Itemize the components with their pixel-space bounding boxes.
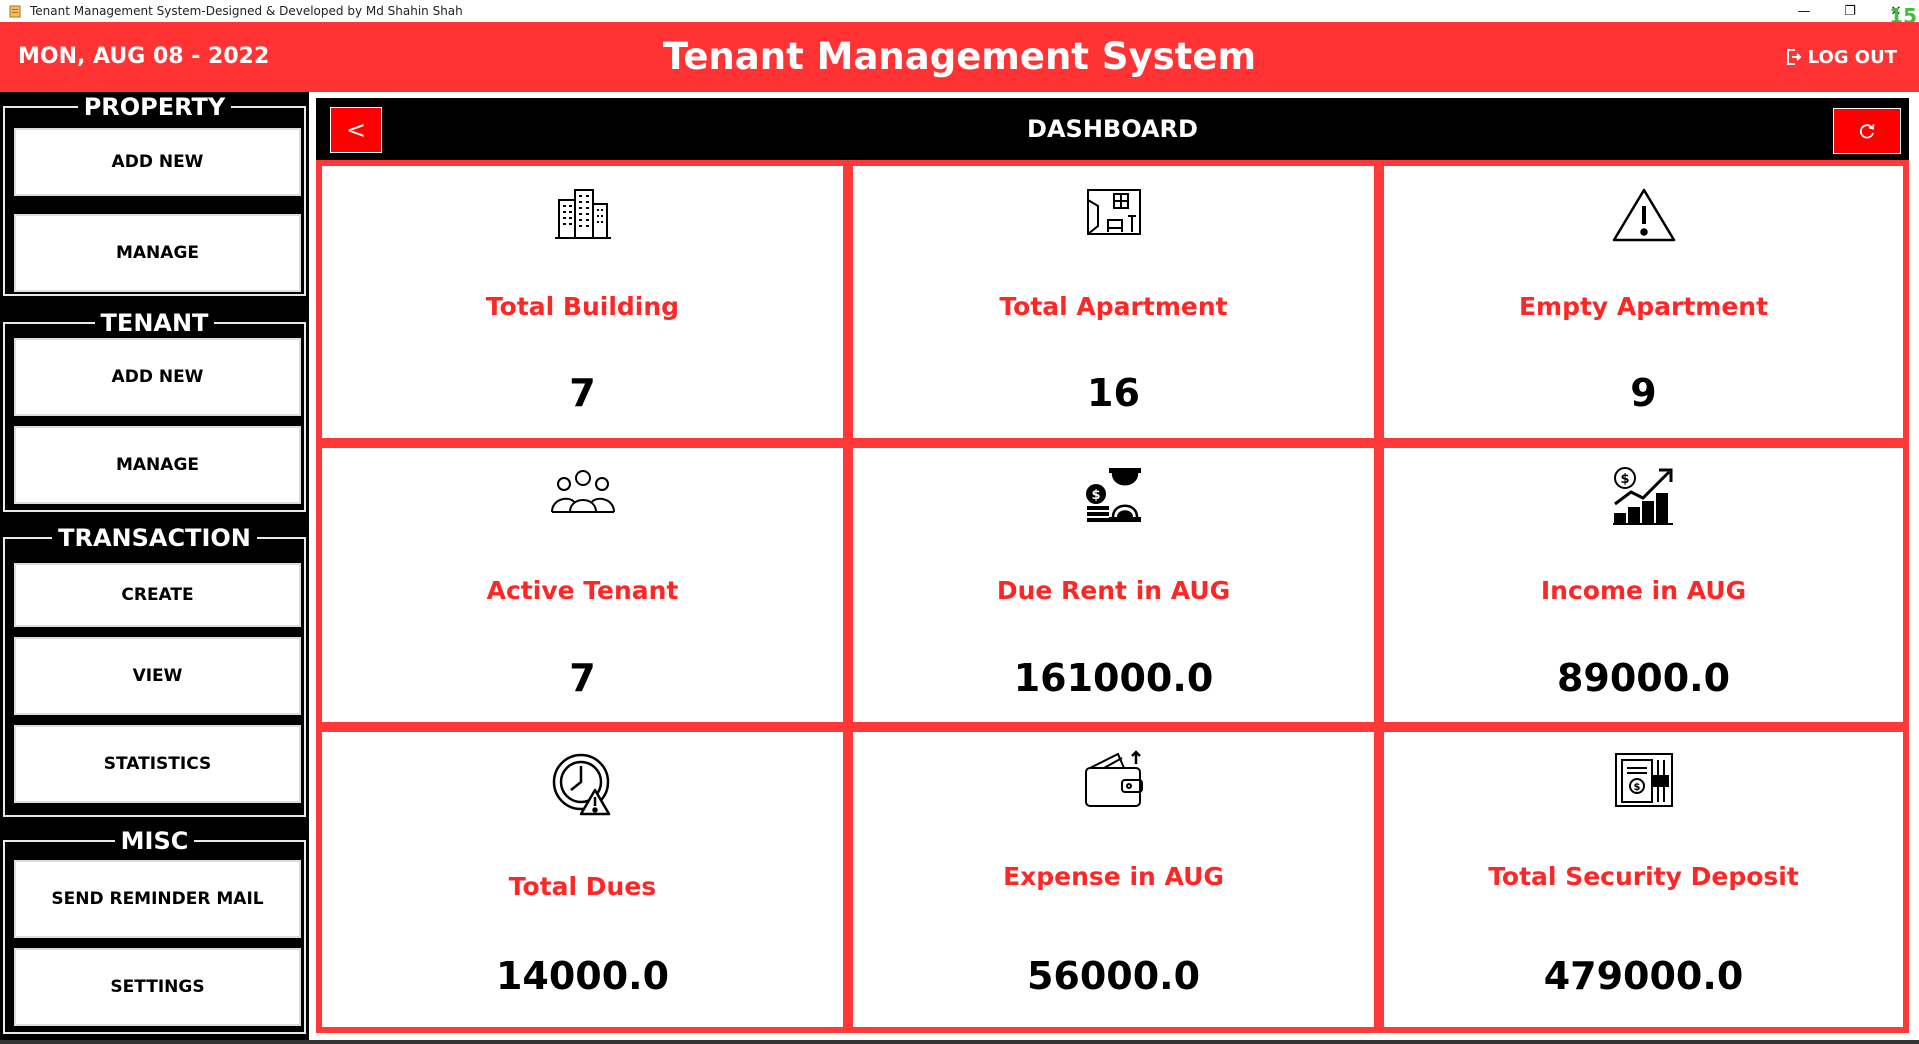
stat-label: Total Apartment	[999, 292, 1228, 321]
users-icon	[322, 468, 843, 516]
property-group-title: PROPERTY	[77, 93, 232, 121]
logout-label: LOG OUT	[1807, 46, 1897, 68]
stat-value: 7	[569, 371, 596, 415]
tenant-group: TENANT ADD NEW MANAGE	[3, 309, 306, 512]
stat-label: Active Tenant	[486, 576, 679, 605]
stat-card-security-deposit: $ Total Security Deposit 479000.0	[1384, 732, 1903, 1027]
stat-value: 479000.0	[1543, 954, 1744, 998]
buildings-icon	[322, 182, 843, 242]
apartment-icon	[853, 186, 1374, 238]
transaction-view-button[interactable]: VIEW	[14, 637, 301, 715]
svg-text:$: $	[1091, 488, 1100, 503]
stat-label: Empty Apartment	[1518, 292, 1769, 321]
property-group: PROPERTY ADD NEW MANAGE	[3, 93, 306, 296]
transaction-group-title: TRANSACTION	[52, 524, 257, 552]
stat-label: Due Rent in AUG	[996, 576, 1231, 605]
window-titlebar: Tenant Management System-Designed & Deve…	[0, 0, 1919, 28]
svg-text:$: $	[1633, 782, 1640, 793]
app-header: MON, AUG 08 - 2022 Tenant Management Sys…	[0, 22, 1919, 92]
misc-group: MISC SEND REMINDER MAIL SETTINGS	[3, 827, 306, 1034]
tenant-add-new-button[interactable]: ADD NEW	[14, 338, 301, 416]
dashboard-header: < DASHBOARD	[316, 98, 1909, 160]
warning-icon	[1384, 186, 1903, 244]
stat-card-empty-apartment: Empty Apartment 9	[1384, 166, 1903, 438]
stat-card-total-dues: Total Dues 14000.0	[322, 732, 843, 1027]
svg-text:$: $	[1620, 472, 1629, 487]
stat-label: Total Dues	[508, 872, 657, 901]
app-title: Tenant Management System	[663, 35, 1256, 78]
transaction-create-button[interactable]: CREATE	[14, 563, 301, 627]
tenant-group-title: TENANT	[94, 309, 215, 337]
bottom-edge	[0, 1040, 1919, 1044]
sidebar: PROPERTY ADD NEW MANAGE TENANT ADD NEW M…	[0, 92, 309, 1044]
deposit-icon: $	[1384, 748, 1903, 812]
app-icon	[8, 4, 22, 18]
stat-label: Total Building	[485, 292, 680, 321]
stat-card-active-tenant: Active Tenant 7	[322, 448, 843, 722]
maximize-button[interactable]: ❐	[1844, 3, 1856, 19]
stat-card-total-building: Total Building 7	[322, 166, 843, 438]
stat-value: 56000.0	[1026, 954, 1201, 998]
stat-value: 161000.0	[1013, 656, 1214, 700]
logout-icon	[1786, 49, 1802, 65]
transaction-statistics-button[interactable]: STATISTICS	[14, 725, 301, 803]
settings-button[interactable]: SETTINGS	[14, 948, 301, 1026]
stat-card-due-rent: $ Due Rent in AUG 161000.0	[853, 448, 1374, 722]
misc-group-title: MISC	[114, 827, 195, 855]
stat-value: 7	[569, 656, 596, 700]
close-button[interactable]: ✕	[1890, 3, 1902, 19]
property-add-new-button[interactable]: ADD NEW	[14, 128, 301, 196]
stat-card-income: $ Income in AUG 89000.0	[1384, 448, 1903, 722]
clock-alert-icon	[322, 752, 843, 816]
stat-card-total-apartment: Total Apartment 16	[853, 166, 1374, 438]
hourglass-money-icon: $	[853, 464, 1374, 526]
minimize-button[interactable]: —	[1797, 3, 1811, 19]
stat-value: 16	[1087, 371, 1140, 415]
transaction-group: TRANSACTION CREATE VIEW STATISTICS	[3, 524, 306, 817]
wallet-icon	[853, 748, 1374, 810]
stat-value: 14000.0	[495, 954, 670, 998]
back-button[interactable]: <	[330, 107, 382, 153]
stat-label: Total Security Deposit	[1488, 862, 1799, 891]
stat-value: 89000.0	[1556, 656, 1731, 700]
send-reminder-mail-button[interactable]: SEND REMINDER MAIL	[14, 860, 301, 938]
dashboard-title: DASHBOARD	[1027, 115, 1198, 143]
stat-label: Income in AUG	[1540, 576, 1747, 605]
logout-button[interactable]: LOG OUT	[1786, 22, 1897, 92]
refresh-button[interactable]	[1833, 108, 1901, 154]
main-panel: < DASHBOARD Total Building 7	[309, 92, 1919, 1044]
tenant-manage-button[interactable]: MANAGE	[14, 426, 301, 504]
refresh-icon	[1859, 124, 1875, 139]
income-chart-icon: $	[1384, 464, 1903, 528]
stats-grid: Total Building 7 Total Apartment 16	[316, 160, 1909, 1033]
stat-value: 9	[1630, 371, 1657, 415]
header-date: MON, AUG 08 - 2022	[18, 44, 270, 69]
stat-label: Expense in AUG	[1003, 862, 1224, 891]
window-title: Tenant Management System-Designed & Deve…	[30, 4, 463, 18]
stat-card-expense: Expense in AUG 56000.0	[853, 732, 1374, 1027]
property-manage-button[interactable]: MANAGE	[14, 214, 301, 292]
